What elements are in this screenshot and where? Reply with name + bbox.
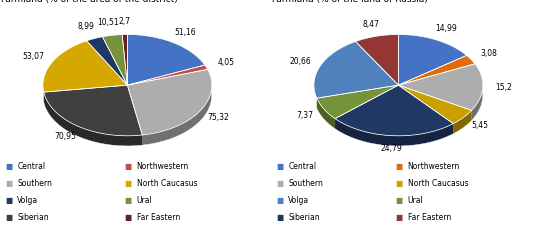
Polygon shape [127, 69, 212, 135]
Text: ■: ■ [5, 213, 12, 222]
Polygon shape [317, 85, 398, 119]
Text: ■: ■ [396, 213, 403, 222]
Polygon shape [44, 92, 143, 146]
Text: ■: ■ [125, 196, 132, 205]
Polygon shape [398, 35, 467, 85]
Polygon shape [102, 35, 127, 85]
Text: Southern: Southern [17, 179, 52, 188]
Text: Northwestern: Northwestern [408, 162, 460, 171]
Polygon shape [127, 65, 208, 85]
Text: 3,08: 3,08 [481, 49, 498, 58]
Text: 2,7: 2,7 [118, 17, 130, 26]
Polygon shape [127, 35, 205, 85]
Text: Northwestern: Northwestern [137, 162, 189, 171]
Polygon shape [87, 37, 127, 85]
Text: 14,99: 14,99 [435, 24, 457, 33]
Text: ■: ■ [276, 196, 283, 205]
Polygon shape [356, 35, 398, 85]
Text: ■: ■ [125, 179, 132, 188]
Text: Siberian: Siberian [17, 213, 49, 222]
Text: Central: Central [288, 162, 317, 171]
Polygon shape [43, 41, 127, 92]
Polygon shape [398, 55, 475, 85]
Text: ■: ■ [276, 162, 283, 171]
Polygon shape [398, 64, 483, 110]
Text: 20,66: 20,66 [290, 57, 312, 66]
Text: ■: ■ [5, 196, 12, 205]
Text: ■: ■ [125, 213, 132, 222]
Text: 8,47: 8,47 [362, 20, 379, 29]
Text: Central: Central [17, 162, 46, 171]
Text: 8,99: 8,99 [78, 22, 94, 31]
Text: ■: ■ [396, 179, 403, 188]
Polygon shape [44, 85, 143, 136]
Text: North Caucasus: North Caucasus [408, 179, 468, 188]
Polygon shape [314, 42, 398, 98]
Text: 53,07: 53,07 [22, 52, 44, 61]
Text: Far Eastern: Far Eastern [137, 213, 180, 222]
Text: 10,51: 10,51 [98, 18, 119, 27]
Text: 5,45: 5,45 [471, 121, 488, 130]
Polygon shape [398, 85, 472, 124]
Text: Siberian: Siberian [288, 213, 320, 222]
Text: 70,95: 70,95 [55, 132, 76, 141]
Polygon shape [317, 98, 335, 129]
Text: Far Eastern: Far Eastern [408, 213, 451, 222]
Text: 51,16: 51,16 [175, 28, 196, 37]
Text: Volga: Volga [17, 196, 38, 205]
Text: ■: ■ [5, 162, 12, 171]
Polygon shape [335, 119, 453, 146]
Polygon shape [143, 69, 212, 145]
Text: ■: ■ [125, 162, 132, 171]
Text: ■: ■ [396, 162, 403, 171]
Polygon shape [472, 64, 483, 121]
Polygon shape [122, 35, 127, 85]
Polygon shape [335, 85, 453, 136]
Text: North Caucasus: North Caucasus [137, 179, 197, 188]
Text: Southern: Southern [288, 179, 323, 188]
Text: Farmland (% of the land of Russia): Farmland (% of the land of Russia) [272, 0, 428, 4]
Text: 4,05: 4,05 [217, 58, 235, 67]
Text: Volga: Volga [288, 196, 309, 205]
Text: Ural: Ural [408, 196, 423, 205]
Text: ■: ■ [396, 196, 403, 205]
Text: Farmland (% of the area of the district): Farmland (% of the area of the district) [1, 0, 178, 4]
Text: 24,79: 24,79 [380, 144, 402, 153]
Text: ■: ■ [5, 179, 12, 188]
Text: ■: ■ [276, 179, 283, 188]
Polygon shape [453, 110, 472, 134]
Text: 75,32: 75,32 [207, 113, 229, 122]
Text: 15,2: 15,2 [495, 83, 512, 92]
Text: 7,37: 7,37 [297, 111, 314, 120]
Text: ■: ■ [276, 213, 283, 222]
Text: Ural: Ural [137, 196, 152, 205]
